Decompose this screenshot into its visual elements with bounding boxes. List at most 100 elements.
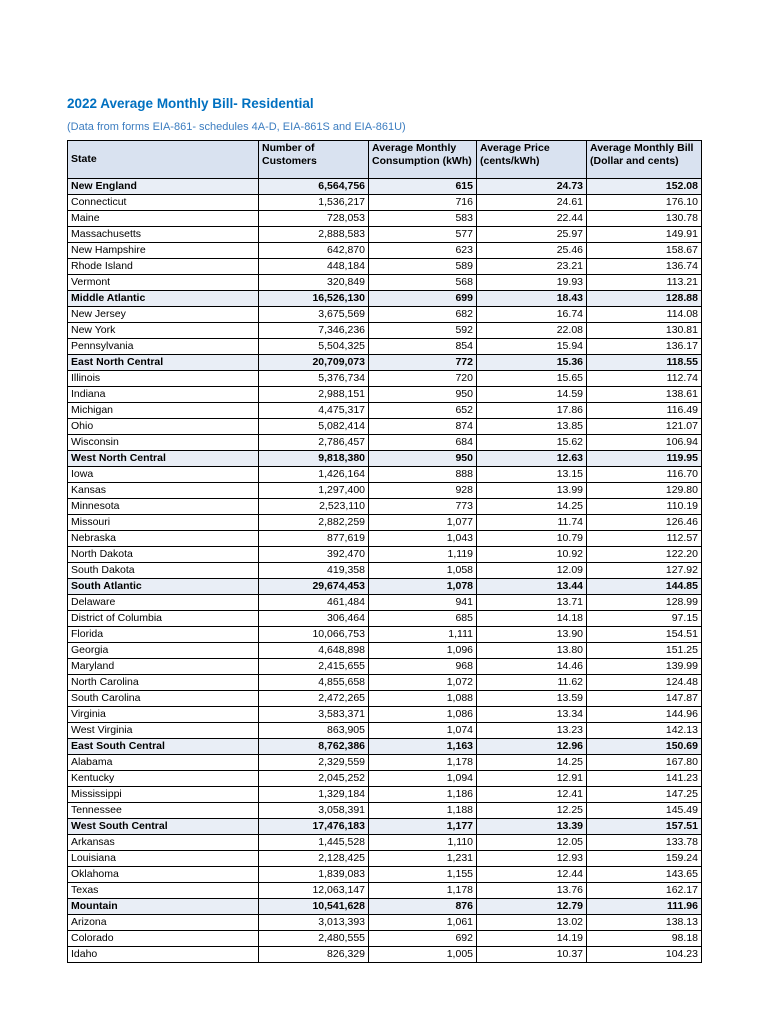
consumption-cell: 592 [368, 322, 477, 339]
consumption-cell: 1,074 [368, 722, 477, 739]
price-cell: 25.97 [476, 226, 587, 243]
state-row: Minnesota 2,523,110 773 14.25 110.19 [67, 498, 702, 515]
consumption-cell: 854 [368, 338, 477, 355]
state-row: North Carolina 4,855,658 1,072 11.62 124.48 [67, 674, 702, 691]
price-cell: 11.62 [476, 674, 587, 691]
state-row: Arkansas 1,445,528 1,110 12.05 133.78 [67, 834, 702, 851]
price-cell: 12.25 [476, 802, 587, 819]
customers-cell: 2,882,259 [258, 514, 369, 531]
consumption-cell: 1,096 [368, 642, 477, 659]
price-cell: 12.93 [476, 850, 587, 867]
customers-cell: 2,415,655 [258, 658, 369, 675]
bill-cell: 133.78 [586, 834, 702, 851]
customers-cell: 8,762,386 [258, 738, 369, 755]
consumption-cell: 1,119 [368, 546, 477, 563]
state-cell: Iowa [67, 466, 259, 483]
state-cell: South Atlantic [67, 578, 259, 595]
state-cell: West South Central [67, 818, 259, 835]
bill-cell: 127.92 [586, 562, 702, 579]
region-total-row: South Atlantic 29,674,453 1,078 13.44 144.85 [67, 578, 702, 595]
customers-cell: 3,675,569 [258, 306, 369, 323]
bill-cell: 124.48 [586, 674, 702, 691]
price-cell: 13.15 [476, 466, 587, 483]
state-row: Connecticut 1,536,217 716 24.61 176.10 [67, 194, 702, 211]
price-cell: 19.93 [476, 274, 587, 291]
region-total-row: East South Central 8,762,386 1,163 12.96 150… [67, 738, 702, 755]
region-total-row: West South Central 17,476,183 1,177 13.39 15… [67, 818, 702, 835]
state-cell: District of Columbia [67, 610, 259, 627]
region-total-row: Mountain 10,541,628 876 12.79 111.96 [67, 898, 702, 915]
bill-cell: 130.81 [586, 322, 702, 339]
consumption-cell: 1,005 [368, 946, 477, 963]
price-cell: 24.61 [476, 194, 587, 211]
consumption-cell: 720 [368, 370, 477, 387]
customers-cell: 1,536,217 [258, 194, 369, 211]
price-cell: 10.37 [476, 946, 587, 963]
consumption-cell: 1,088 [368, 690, 477, 707]
bill-cell: 154.51 [586, 626, 702, 643]
state-row: Arizona 3,013,393 1,061 13.02 138.13 [67, 914, 702, 931]
consumption-cell: 615 [368, 178, 477, 195]
price-cell: 25.46 [476, 242, 587, 259]
customers-cell: 448,184 [258, 258, 369, 275]
region-total-row: West North Central 9,818,380 950 12.63 119.9… [67, 450, 702, 467]
bill-cell: 152.08 [586, 178, 702, 195]
state-cell: Arkansas [67, 834, 259, 851]
consumption-cell: 583 [368, 210, 477, 227]
price-cell: 13.59 [476, 690, 587, 707]
state-cell: Nebraska [67, 530, 259, 547]
customers-cell: 863,905 [258, 722, 369, 739]
state-cell: Illinois [67, 370, 259, 387]
region-total-row: New England 6,564,756 615 24.73 152.08 [67, 178, 702, 195]
customers-cell: 642,870 [258, 242, 369, 259]
state-cell: Delaware [67, 594, 259, 611]
consumption-cell: 1,177 [368, 818, 477, 835]
state-row: Wisconsin 2,786,457 684 15.62 106.94 [67, 434, 702, 451]
customers-cell: 1,426,164 [258, 466, 369, 483]
state-cell: Ohio [67, 418, 259, 435]
consumption-cell: 699 [368, 290, 477, 307]
column-header: Average Price (cents/kWh) [476, 140, 587, 179]
price-cell: 14.25 [476, 498, 587, 515]
state-row: West Virginia 863,905 1,074 13.23 142.13 [67, 722, 702, 739]
bill-cell: 113.21 [586, 274, 702, 291]
price-cell: 10.79 [476, 530, 587, 547]
price-cell: 22.44 [476, 210, 587, 227]
state-cell: New Hampshire [67, 242, 259, 259]
price-cell: 15.94 [476, 338, 587, 355]
bill-cell: 129.80 [586, 482, 702, 499]
state-row: Oklahoma 1,839,083 1,155 12.44 143.65 [67, 866, 702, 883]
state-row: Alabama 2,329,559 1,178 14.25 167.80 [67, 754, 702, 771]
state-cell: Mountain [67, 898, 259, 915]
bill-cell: 136.74 [586, 258, 702, 275]
bill-cell: 126.46 [586, 514, 702, 531]
state-row: New Hampshire 642,870 623 25.46 158.67 [67, 242, 702, 259]
price-cell: 13.02 [476, 914, 587, 931]
state-cell: Michigan [67, 402, 259, 419]
consumption-cell: 1,111 [368, 626, 477, 643]
price-cell: 12.41 [476, 786, 587, 803]
price-cell: 14.59 [476, 386, 587, 403]
customers-cell: 17,476,183 [258, 818, 369, 835]
price-cell: 13.71 [476, 594, 587, 611]
state-row: Kentucky 2,045,252 1,094 12.91 141.23 [67, 770, 702, 787]
price-cell: 12.44 [476, 866, 587, 883]
price-cell: 14.19 [476, 930, 587, 947]
customers-cell: 4,475,317 [258, 402, 369, 419]
state-row: Tennessee 3,058,391 1,188 12.25 145.49 [67, 802, 702, 819]
state-row: Maryland 2,415,655 968 14.46 139.99 [67, 658, 702, 675]
consumption-cell: 577 [368, 226, 477, 243]
consumption-cell: 1,178 [368, 882, 477, 899]
bill-cell: 145.49 [586, 802, 702, 819]
state-cell: Arizona [67, 914, 259, 931]
bill-cell: 130.78 [586, 210, 702, 227]
bill-cell: 149.91 [586, 226, 702, 243]
state-row: Colorado 2,480,555 692 14.19 98.18 [67, 930, 702, 947]
state-row: Illinois 5,376,734 720 15.65 112.74 [67, 370, 702, 387]
region-total-row: East North Central 20,709,073 772 15.36 118.… [67, 354, 702, 371]
customers-cell: 728,053 [258, 210, 369, 227]
bill-cell: 116.70 [586, 466, 702, 483]
bill-cell: 110.19 [586, 498, 702, 515]
customers-cell: 2,786,457 [258, 434, 369, 451]
bill-cell: 139.99 [586, 658, 702, 675]
